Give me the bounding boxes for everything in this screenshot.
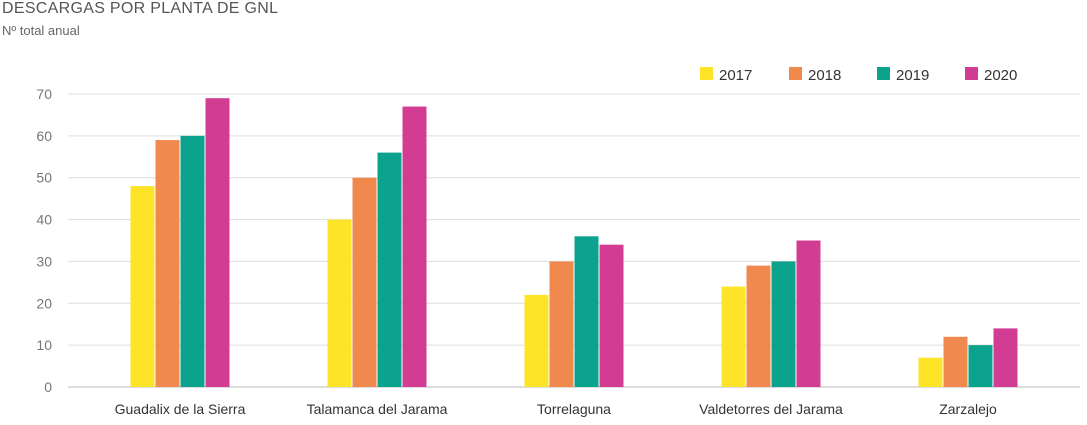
bar-2018-0 (155, 140, 180, 387)
bar-2019-2 (574, 236, 599, 387)
x-axis: Guadalix de la Sierra Talamanca del Jaram… (115, 401, 997, 417)
bar-2019-1 (377, 152, 402, 387)
y-tick-label: 40 (36, 212, 52, 228)
bar-2020-3 (796, 240, 821, 387)
chart-title: DESCARGAS POR PLANTA DE GNL (2, 0, 279, 17)
x-tick-label: Torrelaguna (537, 401, 611, 417)
y-tick-label: 0 (44, 379, 52, 395)
bar-2020-0 (205, 98, 230, 387)
bar-2017-4 (918, 357, 943, 387)
bar-2017-2 (524, 294, 549, 387)
y-axis: 0 10 20 30 40 50 60 70 (36, 86, 52, 395)
legend-label-2019: 2019 (896, 67, 929, 84)
legend-swatch-2018 (789, 67, 802, 80)
bar-2020-1 (402, 106, 427, 388)
bar-2018-2 (549, 261, 574, 387)
bars (130, 98, 1018, 388)
chart-subtitle: Nº total anual (2, 23, 80, 38)
y-tick-label: 30 (36, 253, 52, 269)
bar-2019-3 (771, 261, 796, 387)
legend: 2017 2018 2019 2020 (700, 67, 1017, 84)
x-tick-label: Zarzalejo (939, 401, 997, 417)
legend-label-2018: 2018 (808, 67, 841, 84)
legend-swatch-2020 (965, 67, 978, 80)
x-tick-label: Valdetorres del Jarama (699, 401, 843, 417)
bar-2020-2 (599, 244, 624, 387)
x-tick-label: Guadalix de la Sierra (115, 401, 246, 417)
bar-2018-1 (352, 177, 377, 387)
bar-2019-0 (180, 135, 205, 387)
bar-2018-3 (746, 265, 771, 387)
y-tick-label: 50 (36, 170, 52, 186)
gridlines (68, 93, 1080, 388)
bar-2019-4 (968, 345, 993, 387)
bar-2018-4 (943, 336, 968, 387)
legend-swatch-2019 (877, 67, 890, 80)
x-tick-label: Talamanca del Jarama (307, 401, 448, 417)
y-tick-label: 70 (36, 86, 52, 102)
bar-2017-0 (130, 186, 155, 387)
legend-label-2017: 2017 (719, 67, 752, 84)
y-tick-label: 10 (36, 337, 52, 353)
bar-2017-3 (721, 286, 746, 387)
y-tick-label: 20 (36, 295, 52, 311)
bar-2020-4 (993, 328, 1018, 387)
legend-label-2020: 2020 (984, 67, 1017, 84)
bar-2017-1 (327, 219, 352, 387)
legend-swatch-2017 (700, 67, 713, 80)
y-tick-label: 60 (36, 128, 52, 144)
